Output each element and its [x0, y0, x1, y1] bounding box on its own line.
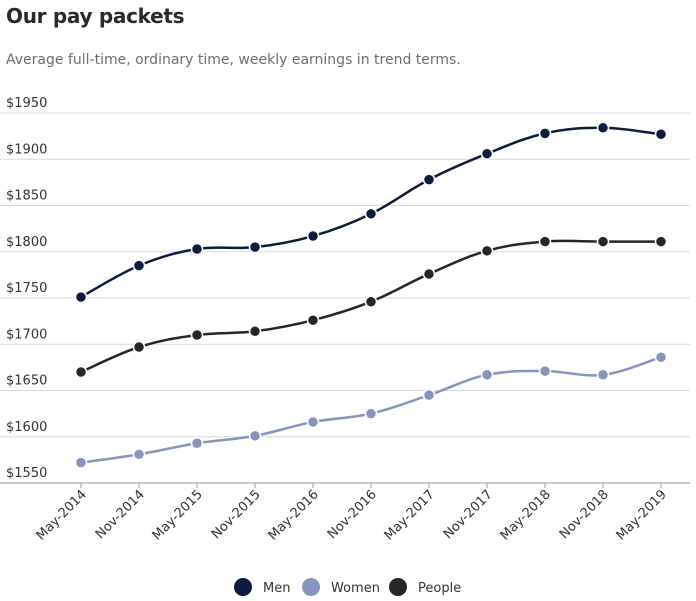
y-tick-label: $1750	[6, 281, 47, 296]
legend: Men Women People	[234, 578, 461, 596]
y-tick-label: $1600	[6, 420, 47, 435]
x-tick-label: Nov-2014	[93, 487, 148, 542]
x-tick-label: Nov-2015	[209, 487, 264, 542]
legend-item-men[interactable]: Men	[234, 578, 290, 596]
data-point-people[interactable]	[480, 244, 494, 258]
y-axis: $1550 $1600 $1650 $1700 $1750 $1800 $1850 $1900…	[6, 96, 47, 481]
data-point-women[interactable]	[190, 436, 204, 450]
y-tick-label: $1950	[6, 96, 47, 111]
data-point-men[interactable]	[306, 229, 320, 243]
data-point-men[interactable]	[190, 242, 204, 256]
legend-label-men: Men	[263, 581, 290, 596]
data-point-people[interactable]	[654, 235, 668, 248]
x-axis: May-2014 Nov-2014 May-2015 Nov-2015 May-2016…	[34, 483, 670, 543]
data-point-people[interactable]	[190, 328, 204, 342]
data-point-women[interactable]	[538, 364, 552, 378]
data-point-women[interactable]	[132, 448, 146, 461]
data-point-men[interactable]	[248, 240, 262, 254]
series-layer	[74, 121, 668, 469]
y-tick-label: $1850	[6, 189, 47, 204]
data-point-women[interactable]	[654, 350, 668, 364]
x-tick-label: May-2016	[266, 487, 322, 543]
data-point-people[interactable]	[74, 365, 88, 379]
y-tick-label: $1550	[6, 466, 47, 481]
x-tick-label: May-2015	[150, 487, 206, 543]
data-point-people[interactable]	[248, 325, 262, 338]
data-point-men[interactable]	[132, 259, 146, 272]
legend-item-people[interactable]: People	[389, 578, 461, 596]
data-point-men[interactable]	[422, 173, 436, 186]
data-point-men[interactable]	[596, 121, 610, 135]
data-point-people[interactable]	[596, 235, 610, 248]
x-tick-label: Nov-2016	[325, 487, 380, 542]
data-point-women[interactable]	[596, 368, 610, 382]
data-point-women[interactable]	[480, 368, 494, 382]
data-point-men[interactable]	[654, 128, 668, 141]
data-point-people[interactable]	[538, 235, 552, 248]
x-tick-label: May-2017	[382, 487, 438, 543]
legend-label-women: Women	[331, 581, 380, 596]
legend-marker-people	[389, 578, 407, 596]
data-point-women[interactable]	[74, 456, 88, 469]
x-tick-label: May-2018	[498, 487, 554, 543]
data-point-women[interactable]	[306, 415, 320, 429]
y-tick-label: $1900	[6, 142, 47, 157]
data-point-women[interactable]	[248, 429, 262, 443]
y-tick-label: $1650	[6, 374, 47, 389]
legend-marker-men	[234, 578, 252, 596]
data-point-men[interactable]	[480, 147, 494, 160]
legend-marker-women	[302, 578, 320, 596]
data-point-women[interactable]	[364, 407, 378, 420]
data-point-people[interactable]	[422, 267, 436, 281]
data-point-men[interactable]	[364, 207, 378, 221]
data-point-people[interactable]	[306, 313, 320, 327]
legend-item-women[interactable]: Women	[302, 578, 380, 596]
data-point-people[interactable]	[364, 295, 378, 308]
x-tick-label: Nov-2017	[441, 487, 496, 542]
x-tick-label: May-2019	[614, 487, 670, 543]
chart-subtitle: Average full-time, ordinary time, weekly…	[6, 52, 461, 68]
y-tick-label: $1700	[6, 327, 47, 342]
data-point-men[interactable]	[538, 127, 552, 140]
x-tick-label: Nov-2018	[557, 487, 612, 542]
legend-label-people: People	[418, 581, 461, 596]
x-tick-label: May-2014	[34, 487, 90, 543]
data-point-men[interactable]	[74, 290, 88, 304]
data-point-women[interactable]	[422, 388, 436, 402]
y-tick-label: $1800	[6, 235, 47, 250]
data-point-people[interactable]	[132, 340, 146, 354]
chart-title: Our pay packets	[6, 4, 185, 28]
grid-lines	[0, 112, 690, 484]
